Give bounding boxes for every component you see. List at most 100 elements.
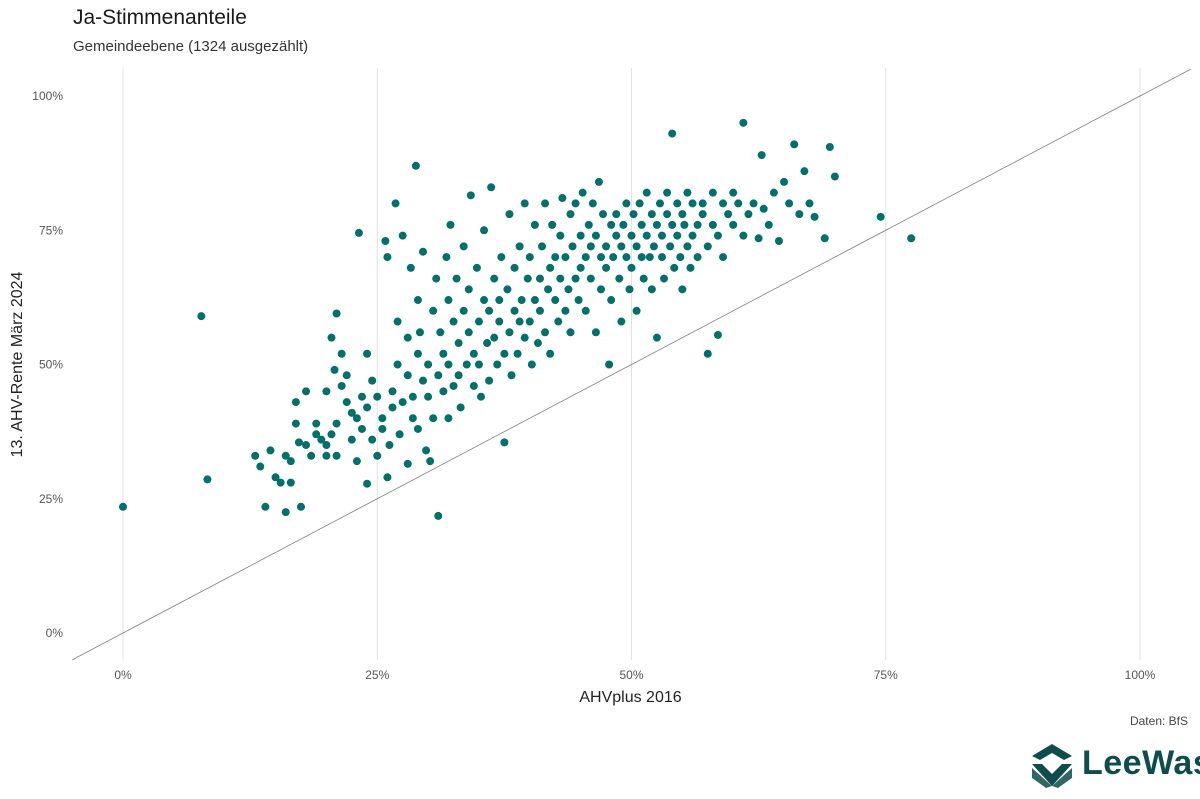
data-point [533, 339, 542, 348]
data-point [907, 234, 916, 243]
data-point [561, 253, 570, 262]
data-point [373, 392, 382, 401]
data-point [291, 419, 300, 428]
data-point [642, 231, 651, 240]
data-point [780, 177, 789, 186]
data-point [483, 339, 492, 348]
data-point [574, 296, 583, 305]
data-point [744, 210, 753, 219]
data-point [805, 199, 814, 208]
data-point [576, 263, 585, 272]
data-point [424, 392, 433, 401]
data-point [203, 475, 212, 484]
data-point [383, 473, 392, 482]
data-point [487, 183, 496, 192]
data-point [474, 360, 483, 369]
data-point [637, 220, 646, 229]
data-point [332, 309, 341, 318]
x-axis-title: AHVplus 2016 [579, 689, 681, 706]
data-point [469, 349, 478, 358]
data-point [708, 220, 717, 229]
data-point [637, 253, 646, 262]
data-point [520, 199, 529, 208]
data-point [666, 242, 675, 251]
data-point [535, 274, 544, 283]
data-point [642, 188, 651, 197]
data-point [663, 210, 672, 219]
data-point [485, 376, 494, 385]
data-point [383, 253, 392, 262]
data-point [554, 317, 563, 326]
data-point [615, 274, 624, 283]
data-point [444, 360, 453, 369]
data-point [790, 140, 799, 149]
data-point [464, 328, 473, 337]
data-point [415, 328, 424, 337]
data-point [617, 317, 626, 326]
data-point [490, 274, 499, 283]
data-point [612, 210, 621, 219]
data-point [459, 242, 468, 251]
data-point [266, 446, 275, 455]
data-point [719, 199, 728, 208]
data-point [541, 199, 550, 208]
data-point [312, 430, 321, 439]
data-point [291, 398, 300, 407]
data-point [307, 451, 316, 460]
data-point [525, 253, 534, 262]
chart-title: Ja-Stimmenanteile [73, 6, 247, 29]
data-point [490, 333, 499, 342]
data-point [627, 231, 636, 240]
data-point [322, 387, 331, 396]
data-point [683, 242, 692, 251]
data-point [378, 414, 387, 423]
y-tick-label: 25% [39, 492, 63, 506]
data-point [544, 285, 553, 294]
data-point [271, 473, 280, 482]
y-tick-label: 0% [46, 626, 64, 640]
data-point [439, 349, 448, 358]
data-point [368, 435, 377, 444]
data-point [568, 242, 577, 251]
x-axis-ticks: 0% 25% 50% 75% 100% [114, 668, 1155, 682]
data-point [584, 220, 593, 229]
chart-subtitle: Gemeindeebene (1324 ausgezählt) [73, 38, 309, 55]
data-point [429, 306, 438, 315]
data-point [256, 462, 265, 471]
data-point [663, 188, 672, 197]
data-point [546, 349, 555, 358]
data-point [363, 403, 372, 412]
data-point [673, 199, 682, 208]
data-point [698, 199, 707, 208]
data-point [462, 360, 471, 369]
data-point [302, 387, 311, 396]
data-point [294, 438, 303, 447]
data-point [676, 253, 685, 262]
data-point [708, 188, 717, 197]
data-point [442, 253, 451, 262]
data-point [729, 220, 738, 229]
data-point [500, 438, 509, 447]
data-point [523, 274, 532, 283]
data-point [678, 210, 687, 219]
data-point [276, 478, 285, 487]
data-point [546, 263, 555, 272]
data-point [830, 172, 839, 181]
data-point [632, 242, 641, 251]
data-point [337, 349, 346, 358]
data-point [564, 285, 573, 294]
data-point [607, 220, 616, 229]
data-point [647, 210, 656, 219]
data-point [754, 234, 763, 243]
data-point [576, 231, 585, 240]
data-point [668, 220, 677, 229]
data-point [449, 381, 458, 390]
data-points [119, 118, 916, 520]
data-point [444, 296, 453, 305]
data-point [505, 210, 514, 219]
data-point [454, 339, 463, 348]
data-point [734, 199, 743, 208]
data-point [660, 274, 669, 283]
data-point [332, 419, 341, 428]
data-point [538, 242, 547, 251]
